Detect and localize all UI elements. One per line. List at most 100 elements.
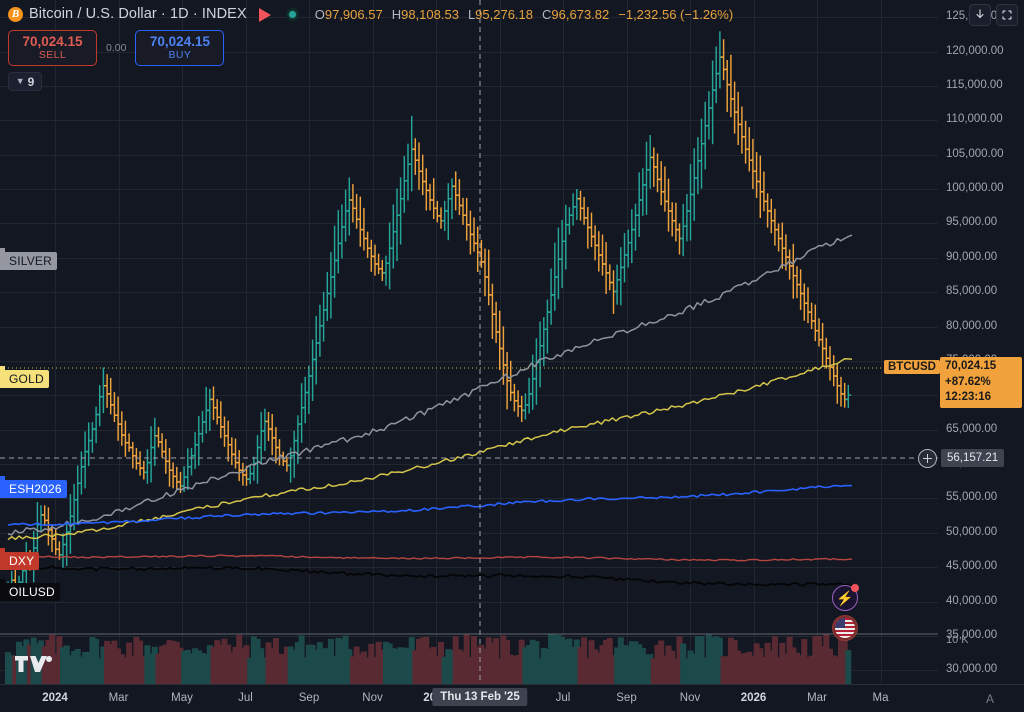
time-tick: Jul bbox=[555, 692, 571, 704]
plus-circle-icon[interactable] bbox=[918, 449, 937, 468]
price-tick: 115,000.00 bbox=[946, 78, 1003, 91]
price-tick: 30,000.00 bbox=[946, 663, 998, 676]
flag-stripes bbox=[835, 618, 855, 638]
ohlc-low-value: 95,276.18 bbox=[475, 6, 534, 22]
chevron-down-icon: ▼ bbox=[15, 76, 25, 86]
time-tick: Sep bbox=[298, 692, 320, 704]
series-stub-oilusd bbox=[0, 579, 5, 601]
tradingview-logo[interactable] bbox=[14, 653, 54, 680]
sell-button[interactable]: 70,024.15 SELL bbox=[8, 30, 97, 66]
lightning-bolt-glyph: ⚡ bbox=[836, 590, 854, 606]
download-icon[interactable] bbox=[969, 4, 991, 26]
series-tag-gold[interactable]: GOLD bbox=[4, 370, 49, 388]
btcusd-symbol-tag[interactable]: BTCUSD bbox=[884, 360, 940, 374]
price-tick: 55,000.00 bbox=[946, 491, 998, 504]
price-bars bbox=[5, 31, 852, 599]
oilusd-line bbox=[7, 565, 853, 587]
volume-scale-label: 10 K bbox=[946, 634, 969, 646]
bitcoin-coin-icon: B bbox=[8, 6, 23, 22]
series-stub-esh2026 bbox=[0, 476, 5, 498]
overlay-series-lines bbox=[7, 234, 853, 587]
price-tick: 50,000.00 bbox=[946, 525, 998, 538]
spread-value: 0.00 bbox=[106, 42, 127, 54]
btcusd-price-badge[interactable]: 70,024.15 +87.62% 12:23:16 bbox=[940, 357, 1022, 408]
time-tick: 2024 bbox=[42, 692, 68, 704]
flag-canton bbox=[835, 618, 845, 628]
time-tick: Sep bbox=[616, 692, 637, 704]
ohlc-open-value: 97,906.57 bbox=[324, 6, 383, 22]
time-tick: Jul bbox=[238, 692, 253, 704]
price-tick: 120,000.00 bbox=[946, 44, 1004, 57]
ohlc-open-label: O bbox=[314, 6, 325, 22]
btcusd-change-pct: +87.62% bbox=[945, 375, 991, 388]
horizontal-gridlines bbox=[0, 17, 938, 671]
price-tick: 90,000.00 bbox=[946, 250, 998, 263]
price-tick: 45,000.00 bbox=[946, 560, 998, 573]
chart-background bbox=[0, 0, 938, 684]
time-tick: Nov bbox=[679, 692, 701, 704]
price-tick: 85,000.00 bbox=[946, 285, 998, 298]
series-stub-gold bbox=[0, 366, 5, 388]
silver-line bbox=[7, 234, 853, 536]
series-stub-dxy bbox=[0, 548, 5, 570]
us-flag-glyph bbox=[835, 618, 855, 638]
price-tick: 40,000.00 bbox=[946, 594, 998, 607]
economic-events-flag-icon[interactable] bbox=[832, 615, 858, 641]
legend-symbol-row: B Bitcoin / U.S. Dollar · 1D · INDEX O97… bbox=[8, 3, 733, 25]
buy-button[interactable]: 70,024.15 BUY bbox=[135, 30, 225, 66]
price-tick: 110,000.00 bbox=[946, 113, 1003, 126]
time-axis[interactable]: MaMar2026NovSepJulMay2025NovSepJulMayMar… bbox=[0, 684, 1024, 712]
ohlc-values: O97,906.57 H98,108.53 L95,276.18 C96,673… bbox=[315, 7, 733, 22]
time-tick: Mar bbox=[807, 692, 827, 704]
crosshair-price-badge: 56,157.21 bbox=[941, 449, 1005, 467]
ohlc-close-label: C bbox=[542, 6, 552, 22]
market-open-dot-icon bbox=[285, 7, 299, 21]
sell-price: 70,024.15 bbox=[22, 33, 83, 49]
btcusd-last-price: 70,024.15 bbox=[945, 360, 997, 372]
symbol-title[interactable]: Bitcoin / U.S. Dollar · 1D · INDEX bbox=[29, 6, 247, 22]
ohlc-high-value: 98,108.53 bbox=[401, 6, 459, 22]
auto-scale-button[interactable]: A bbox=[985, 692, 994, 706]
series-tag-dxy[interactable]: DXY bbox=[4, 552, 40, 570]
ohlc-low: L95,276.18 bbox=[468, 7, 533, 22]
crosshair-date-tooltip: Thu 13 Feb '25 bbox=[432, 688, 528, 706]
series-tag-silver[interactable]: SILVER bbox=[4, 252, 57, 270]
price-tick: 95,000.00 bbox=[946, 216, 998, 229]
ohlc-low-label: L bbox=[467, 6, 476, 22]
price-axis[interactable]: 125,000.00120,000.00115,000.00110,000.00… bbox=[938, 0, 1024, 684]
chart-plot-area[interactable] bbox=[0, 0, 938, 684]
buy-price: 70,024.15 bbox=[149, 33, 210, 49]
price-tick: 80,000.00 bbox=[946, 319, 998, 332]
esh2026-line bbox=[7, 484, 853, 527]
series-stub-silver bbox=[0, 248, 5, 270]
ohlc-open: O97,906.57 bbox=[315, 7, 383, 22]
ohlc-close-value: 96,673.82 bbox=[551, 6, 610, 22]
top-right-toolbar bbox=[969, 4, 1018, 26]
red-flag-icon bbox=[258, 7, 272, 22]
ohlc-change: −1,232.56 (−1.26%) bbox=[618, 6, 734, 22]
time-tick: May bbox=[171, 692, 193, 704]
price-tick: 65,000.00 bbox=[946, 422, 998, 435]
series-tag-esh2026[interactable]: ESH2026 bbox=[4, 480, 67, 498]
snapshot-icon[interactable] bbox=[996, 4, 1018, 26]
ohlc-close: C96,673.82 bbox=[542, 7, 609, 22]
price-tick: 35,000.00 bbox=[946, 628, 998, 641]
alert-lightning-icon[interactable]: ⚡ bbox=[832, 584, 859, 611]
indicator-count-dropdown[interactable]: ▼ 9 bbox=[8, 72, 42, 91]
alert-notification-dot bbox=[851, 584, 859, 592]
sell-label: SELL bbox=[38, 48, 67, 61]
btcusd-countdown: 12:23:16 bbox=[945, 391, 992, 404]
price-tick: 105,000.00 bbox=[946, 147, 1004, 160]
time-tick: Ma bbox=[872, 692, 889, 704]
dxy-line bbox=[7, 554, 853, 562]
time-tick: 2026 bbox=[740, 692, 767, 704]
gold-line bbox=[7, 358, 853, 541]
indicator-count: 9 bbox=[27, 74, 35, 89]
ohlc-high-label: H bbox=[391, 6, 402, 22]
series-tag-oilusd[interactable]: OILUSD bbox=[4, 583, 60, 601]
time-tick: Nov bbox=[362, 692, 383, 704]
chart-canvas[interactable] bbox=[0, 0, 938, 684]
price-tick: 100,000.00 bbox=[946, 182, 1004, 195]
buy-label: BUY bbox=[168, 48, 192, 61]
